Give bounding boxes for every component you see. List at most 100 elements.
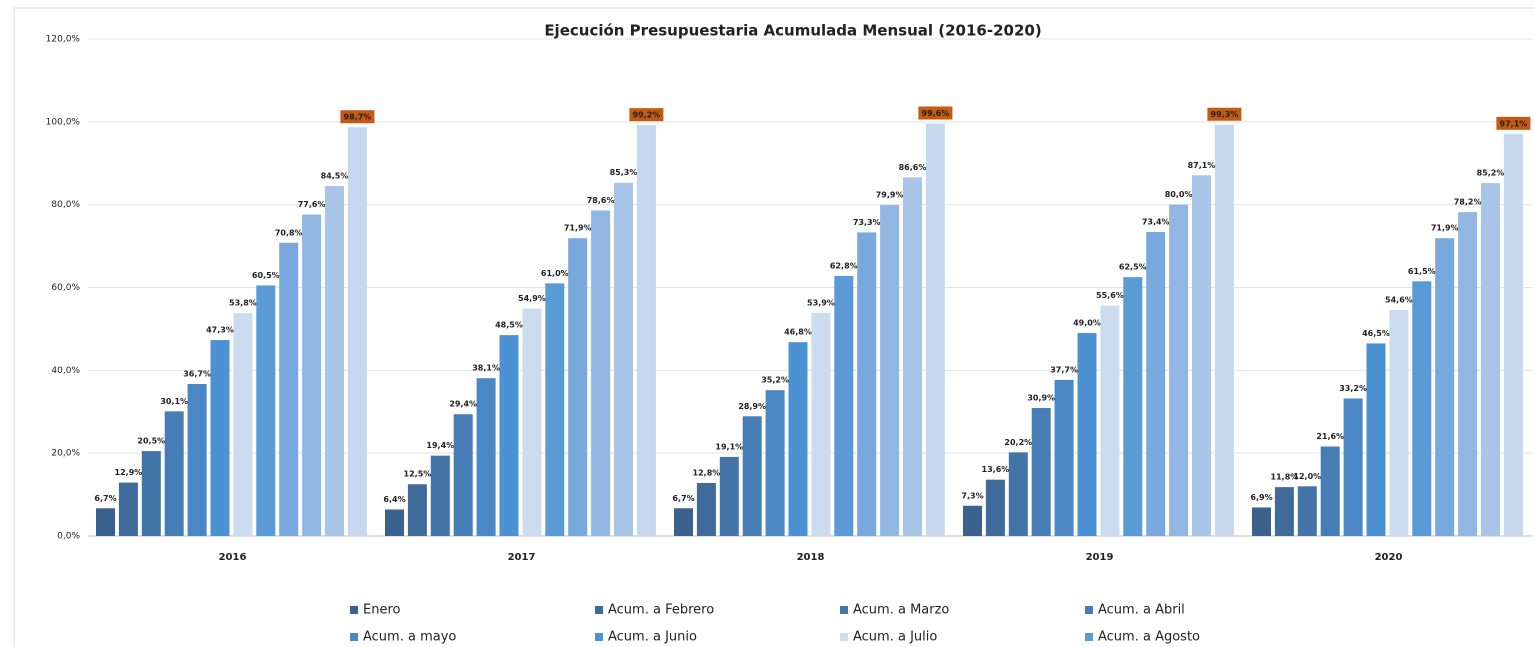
value-label: 53,8% (229, 299, 257, 308)
bar (880, 205, 900, 537)
legend-swatch (595, 633, 603, 641)
legend-label: Acum. a Febrero (608, 603, 714, 618)
value-label: 71,9% (1431, 224, 1459, 233)
value-label: 60,5% (252, 271, 280, 280)
bar (1192, 175, 1211, 536)
bar (1435, 238, 1455, 536)
value-label: 55,6% (1096, 291, 1124, 300)
value-label: 19,1% (715, 442, 743, 451)
value-label: 30,9% (1027, 394, 1055, 403)
value-label-box (1207, 107, 1242, 121)
value-label: 47,3% (206, 326, 234, 335)
bar (1031, 408, 1051, 536)
bar (1146, 232, 1166, 537)
legend-swatch (595, 606, 603, 614)
bar (719, 456, 739, 536)
x-tick-label: 2016 (219, 552, 247, 563)
value-label: 19,4% (426, 441, 454, 450)
value-label: 54,9% (518, 294, 546, 303)
bar (568, 238, 588, 536)
bar (256, 285, 276, 536)
value-label: 46,8% (784, 328, 812, 337)
value-label: 97,1% (1500, 119, 1528, 128)
bar (765, 390, 785, 536)
bar (742, 416, 762, 536)
value-label: 6,9% (1250, 493, 1272, 502)
value-label: 61,5% (1408, 267, 1436, 276)
bar (788, 342, 808, 536)
value-label: 12,5% (404, 470, 432, 479)
value-label: 99,2% (633, 111, 661, 120)
value-label: 54,6% (1385, 295, 1413, 304)
value-label: 6,4% (383, 495, 405, 504)
value-label: 49,0% (1073, 319, 1101, 328)
value-label: 12,0% (1293, 472, 1321, 481)
value-label: 35,2% (761, 376, 789, 385)
value-label: 37,7% (1050, 365, 1078, 374)
value-label: 33,2% (1339, 384, 1367, 393)
x-tick-label: 2017 (508, 552, 536, 563)
value-label: 11,8% (1271, 473, 1299, 482)
legend-swatch (840, 633, 848, 641)
y-tick-label: 0,0% (57, 532, 80, 542)
value-label-box (1496, 116, 1531, 130)
value-label: 29,4% (449, 400, 477, 409)
value-label: 71,9% (564, 224, 592, 233)
value-label: 6,7% (672, 494, 694, 503)
value-label: 7,3% (961, 491, 983, 500)
value-label: 61,0% (541, 269, 569, 278)
legend-label: Acum. a mayo (363, 630, 456, 645)
bar (1169, 204, 1189, 536)
bar (1252, 507, 1271, 536)
bar (591, 210, 611, 536)
bar (325, 186, 344, 536)
value-label: 99,6% (922, 109, 950, 118)
legend-label: Enero (363, 603, 401, 618)
bar (1274, 487, 1294, 536)
bar (1343, 398, 1363, 536)
value-label: 77,6% (298, 200, 326, 209)
value-label: 62,8% (830, 261, 858, 270)
value-label: 46,5% (1362, 329, 1390, 338)
bar (476, 378, 496, 536)
bar (696, 482, 716, 536)
bar (614, 182, 633, 537)
value-label: 36,7% (183, 370, 211, 379)
bar (636, 125, 656, 536)
bar (925, 123, 945, 537)
bar (187, 384, 207, 536)
y-tick-label: 60,0% (51, 283, 80, 293)
x-tick-label: 2018 (797, 552, 825, 563)
value-label: 13,6% (982, 465, 1010, 474)
value-label: 20,2% (1004, 438, 1032, 447)
value-label: 85,3% (610, 168, 638, 177)
bar (499, 335, 519, 536)
bar (347, 127, 367, 536)
value-label: 73,3% (853, 218, 881, 227)
bar (1214, 124, 1234, 537)
bar (1297, 486, 1317, 536)
legend-swatch (350, 633, 358, 641)
bar (1366, 343, 1386, 536)
value-label: 53,9% (807, 298, 835, 307)
value-label-box (340, 110, 375, 124)
legend-swatch (1085, 606, 1093, 614)
bar (674, 508, 693, 536)
y-tick-label: 80,0% (51, 200, 80, 210)
value-label: 38,1% (472, 364, 500, 373)
legend-label: Acum. a Abril (1098, 603, 1185, 618)
value-label: 79,9% (876, 191, 904, 200)
bar (522, 308, 542, 536)
value-label-box (918, 106, 953, 120)
legend-swatch (350, 606, 358, 614)
bar (1077, 333, 1097, 536)
bar (811, 312, 831, 536)
chart-frame (13, 7, 1534, 647)
bar (545, 283, 565, 536)
bar (1123, 277, 1143, 536)
legend-label: Acum. a Junio (608, 630, 697, 645)
legend-label: Acum. a Marzo (853, 603, 949, 618)
bar (96, 508, 115, 536)
